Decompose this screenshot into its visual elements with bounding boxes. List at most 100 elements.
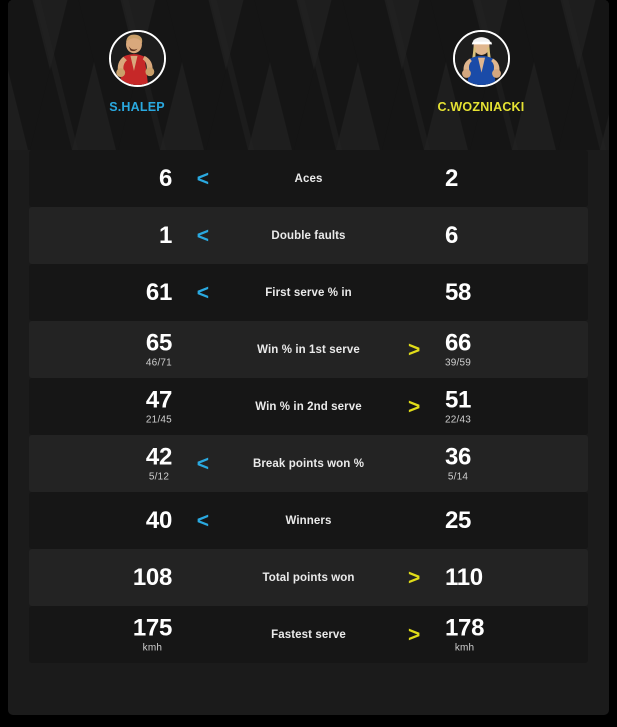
stat-left-value: 61 xyxy=(145,278,172,306)
stat-right-value-group: 51 22/43 xyxy=(445,388,471,425)
stat-label: Double faults xyxy=(271,229,346,242)
leader-indicator-left-icon: < xyxy=(196,281,209,304)
stat-right-value: 25 xyxy=(445,506,472,534)
stat-right-value-group: 6 xyxy=(445,221,459,249)
stat-left-side: 42 5/12 < xyxy=(29,435,237,492)
stat-right-side: >365/14 xyxy=(380,435,588,492)
leader-indicator-right-icon: > xyxy=(408,395,421,418)
stat-row: 1<Double faults>6 xyxy=(29,207,588,264)
stat-left-subvalue: 5/12 xyxy=(148,471,170,482)
stat-label: Fastest serve xyxy=(271,628,346,641)
match-header: S.HALEP xyxy=(8,0,609,150)
stat-left-value: 65 xyxy=(145,329,172,356)
leader-indicator-left-icon: < xyxy=(196,452,209,475)
stat-label: Total points won xyxy=(262,571,355,584)
avatar-image-halep xyxy=(110,32,164,85)
stat-left-subvalue: 46/71 xyxy=(145,357,172,368)
stat-label: Aces xyxy=(294,172,323,185)
stat-left-side: 1 < xyxy=(29,207,237,264)
stat-left-value-group: 65 46/71 xyxy=(146,331,172,368)
stat-right-value: 110 xyxy=(445,563,483,591)
stat-left-subvalue: 21/45 xyxy=(145,414,172,425)
leader-indicator-right-icon: > xyxy=(408,566,421,589)
stat-left-value: 175 xyxy=(132,614,172,641)
stat-left-value: 47 xyxy=(145,386,172,413)
stat-right-subvalue: 5/14 xyxy=(447,471,469,482)
stat-left-value-group: 1 xyxy=(158,221,172,249)
stat-left-value-group: 61 xyxy=(145,278,172,306)
stat-right-side: >2 xyxy=(380,150,588,207)
stat-right-side: >51 22/43 xyxy=(380,378,588,435)
card-footer-spacer xyxy=(8,663,609,715)
stat-label: Break points won % xyxy=(252,457,365,470)
stat-row: 6<Aces>2 xyxy=(29,150,588,207)
stat-right-subvalue: 22/43 xyxy=(445,414,472,425)
stat-right-value-group: 36 5/14 xyxy=(445,445,471,482)
stat-left-side: 108< xyxy=(29,549,237,606)
stat-right-side: >178 kmh xyxy=(380,606,588,663)
stat-row: 108< Total points won >110 xyxy=(29,549,588,606)
stat-left-side: 61 < xyxy=(29,264,237,321)
stat-row: 425/12 < Break points won % >365/14 xyxy=(29,435,588,492)
leader-indicator-right-icon: > xyxy=(408,623,421,646)
stat-right-value: 66 xyxy=(445,329,472,356)
stat-label: First serve % in xyxy=(265,286,352,299)
stat-label: Win % in 1st serve xyxy=(257,343,360,356)
leader-indicator-left-icon: < xyxy=(196,167,209,190)
stat-left-value-group: 42 5/12 xyxy=(146,445,172,482)
stat-left-value-group: 108 xyxy=(132,563,172,591)
stat-row: 61 < First serve % in >58 xyxy=(29,264,588,321)
leader-indicator-right-icon: > xyxy=(408,338,421,361)
stat-right-side: >25 xyxy=(380,492,588,549)
stat-right-subvalue: 39/59 xyxy=(445,357,472,368)
stat-row: 40 < Winners >25 xyxy=(29,492,588,549)
player-left-name: S.HALEP xyxy=(109,100,165,114)
stat-right-side: >58 xyxy=(380,264,588,321)
stat-right-value-group: 110 xyxy=(445,563,483,591)
stat-right-subvalue: kmh xyxy=(454,642,475,653)
stat-left-value: 6 xyxy=(158,164,172,192)
stat-right-value-group: 25 xyxy=(445,506,472,534)
stat-right-value: 58 xyxy=(445,278,472,306)
stat-left-side: 6 < xyxy=(29,150,237,207)
stat-right-value: 51 xyxy=(445,386,472,413)
player-right-name: C.WOZNIACKI xyxy=(437,100,525,114)
stat-right-side: >66 39/59 xyxy=(380,321,588,378)
stat-left-side: 40 < xyxy=(29,492,237,549)
avatar-player-left xyxy=(108,30,166,87)
stat-right-side: >6 xyxy=(380,207,588,264)
player-right[interactable]: C.WOZNIACKI xyxy=(381,30,581,114)
stat-left-value-group: 47 21/45 xyxy=(146,388,172,425)
stat-label: Winners xyxy=(285,514,332,527)
stat-left-value: 40 xyxy=(145,506,172,534)
stat-left-value-group: 6 xyxy=(158,164,172,192)
stat-left-value-group: 175 kmh xyxy=(133,616,172,653)
stat-right-value: 6 xyxy=(445,221,459,249)
stat-right-value-group: 58 xyxy=(445,278,472,306)
stat-right-value-group: 66 39/59 xyxy=(445,331,471,368)
stat-right-value: 178 xyxy=(445,614,485,641)
stat-right-side: >110 xyxy=(380,549,588,606)
match-stats-card: S.HALEP xyxy=(8,0,609,715)
stat-label: Win % in 2nd serve xyxy=(255,400,362,413)
stat-left-value: 42 xyxy=(145,443,172,470)
stats-list: 6<Aces>21<Double faults>661<First serve … xyxy=(8,150,609,663)
player-left[interactable]: S.HALEP xyxy=(37,30,237,114)
leader-indicator-left-icon: < xyxy=(196,509,209,532)
stat-left-value-group: 40 xyxy=(145,506,172,534)
stat-right-value: 36 xyxy=(445,443,472,470)
stat-right-value: 2 xyxy=(445,164,459,192)
stat-left-value: 108 xyxy=(132,563,172,591)
avatar-player-right xyxy=(452,30,510,87)
stat-right-value-group: 2 xyxy=(445,164,459,192)
stat-left-value: 1 xyxy=(158,221,172,249)
leader-indicator-left-icon: < xyxy=(196,224,209,247)
stat-right-value-group: 178 kmh xyxy=(445,616,484,653)
stat-left-subvalue: kmh xyxy=(142,642,163,653)
